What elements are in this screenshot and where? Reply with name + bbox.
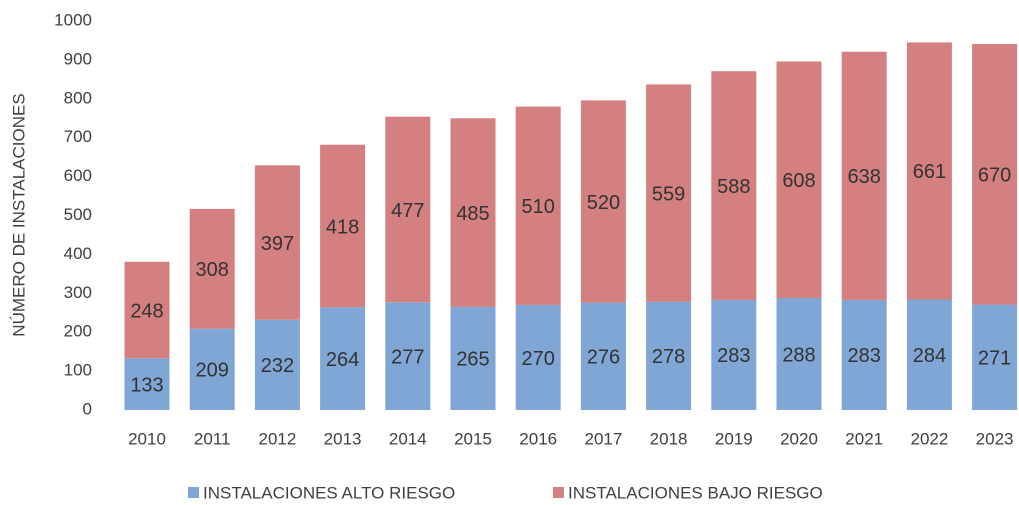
data-label: 608	[782, 170, 815, 192]
data-label: 283	[717, 345, 750, 367]
data-label: 133	[130, 374, 163, 396]
bar-segment	[450, 306, 496, 410]
y-tick-label: 0	[83, 399, 92, 418]
bar-segment	[906, 42, 952, 300]
x-tick-label: 2015	[454, 429, 492, 448]
data-label: 278	[652, 346, 685, 368]
bar-segment	[906, 299, 952, 410]
bar-segment	[776, 297, 822, 410]
bar-segment	[189, 208, 235, 329]
x-tick-label: 2020	[780, 429, 818, 448]
bar-segment	[254, 165, 300, 320]
data-label: 284	[913, 345, 946, 367]
bar-segment	[254, 319, 300, 410]
data-label: 670	[978, 165, 1011, 187]
data-label: 276	[587, 347, 620, 369]
bar-segment	[972, 304, 1018, 410]
data-label: 661	[913, 161, 946, 183]
y-tick-label: 900	[64, 49, 92, 68]
x-tick-label: 2022	[910, 429, 948, 448]
bar-segment	[385, 116, 431, 303]
data-label: 418	[326, 216, 359, 238]
x-tick-label: 2023	[976, 429, 1014, 448]
y-axis-label: NÚMERO DE INSTALACIONES	[9, 93, 28, 336]
bar-segment	[711, 71, 757, 300]
bar-segment	[646, 84, 692, 302]
x-tick-label: 2012	[258, 429, 296, 448]
data-label: 232	[261, 355, 294, 377]
bar-segment	[711, 299, 757, 410]
data-label: 277	[391, 346, 424, 368]
data-label: 638	[848, 166, 881, 188]
y-tick-label: 700	[64, 127, 92, 146]
data-label: 288	[782, 344, 815, 366]
x-tick-label: 2019	[715, 429, 753, 448]
bar-segment	[841, 299, 887, 410]
bar-segment	[320, 144, 366, 308]
x-tick-label: 2013	[324, 429, 362, 448]
data-label: 271	[978, 348, 1011, 370]
x-tick-label: 2017	[584, 429, 622, 448]
legend-label: INSTALACIONES BAJO RIESGO	[568, 483, 823, 502]
bar-segment	[124, 261, 170, 359]
bar-segment	[189, 328, 235, 410]
y-tick-label: 500	[64, 205, 92, 224]
x-tick-label: 2021	[845, 429, 883, 448]
legend-swatch	[553, 487, 564, 498]
bar-segment	[776, 61, 822, 298]
bar-segment	[320, 307, 366, 410]
x-tick-label: 2018	[650, 429, 688, 448]
bar-segment	[515, 106, 561, 305]
y-tick-label: 600	[64, 166, 92, 185]
bar-segment	[841, 51, 887, 300]
bar-segment	[515, 304, 561, 410]
data-label: 588	[717, 176, 750, 198]
x-tick-label: 2011	[194, 429, 231, 448]
x-tick-label: 2010	[128, 429, 166, 448]
bar-segment	[580, 302, 626, 410]
y-tick-label: 100	[64, 361, 92, 380]
y-tick-label: 200	[64, 322, 92, 341]
data-label: 397	[261, 233, 294, 255]
data-label: 520	[587, 192, 620, 214]
data-label: 209	[196, 360, 229, 382]
data-label: 248	[130, 300, 163, 322]
bar-segment	[580, 100, 626, 303]
y-tick-label: 800	[64, 88, 92, 107]
data-label: 265	[456, 349, 489, 371]
bar-segment	[972, 43, 1018, 305]
legend-swatch	[188, 487, 199, 498]
data-label: 559	[652, 183, 685, 205]
data-label: 510	[522, 196, 555, 218]
x-tick-label: 2014	[389, 429, 427, 448]
y-tick-label: 300	[64, 283, 92, 302]
x-tick-label: 2016	[519, 429, 557, 448]
bar-segment	[385, 302, 431, 410]
legend-label: INSTALACIONES ALTO RIESGO	[203, 483, 455, 502]
bar-segment	[450, 118, 496, 307]
data-label: 270	[522, 348, 555, 370]
data-label: 264	[326, 349, 359, 371]
data-label: 308	[196, 259, 229, 281]
y-tick-label: 400	[64, 244, 92, 263]
bar-segment	[124, 358, 170, 410]
data-label: 477	[391, 200, 424, 222]
y-tick-label: 1000	[54, 10, 92, 29]
data-label: 485	[456, 203, 489, 225]
data-label: 283	[848, 345, 881, 367]
bar-segment	[646, 301, 692, 410]
